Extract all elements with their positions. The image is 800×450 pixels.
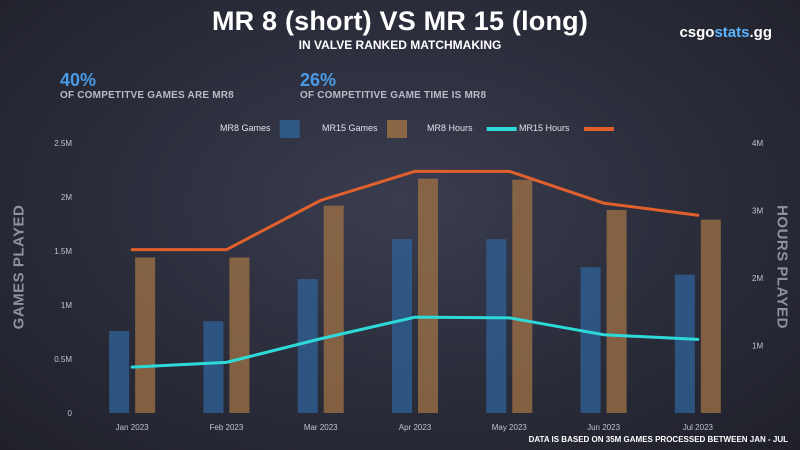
stat-label: OF COMPETITIVE GAME TIME IS MR8 [300,90,487,101]
x-tick-label: Jul 2023 [683,423,714,432]
stat-value: 40% [60,70,97,90]
legend-label: MR8 Games [220,123,271,133]
bar-mr8-games [392,239,412,413]
y-tick-label: 1.5M [54,247,72,256]
bar-mr15-games [700,219,721,413]
bar-mr15-games [323,205,344,413]
chart-subtitle: IN VALVE RANKED MATCHMAKING [298,38,502,52]
legend-label: MR15 Games [322,123,378,133]
legend-swatch [584,127,614,131]
legend-swatch [279,120,300,138]
y-tick-label: 2.5M [54,139,72,148]
legend-label: MR8 Hours [427,123,473,133]
bar-mr15-games [418,178,438,413]
brand-suffix: .gg [749,24,773,41]
y-tick-label: 0 [68,409,73,418]
bar-mr15-games [512,179,533,413]
footnote: DATA IS BASED ON 35M GAMES PROCESSED BET… [528,435,788,444]
bar-mr8-games [486,239,507,413]
bar-mr8-games [674,274,695,413]
legend-label: MR15 Hours [519,123,570,133]
stat-mr8-time: 26% OF COMPETITIVE GAME TIME IS MR8 [300,70,486,101]
line-mr8-hours [130,315,700,369]
x-tick-label: Jan 2023 [116,423,149,432]
stat-mr8-games: 40% OF COMPETITVE GAMES ARE MR8 [60,70,234,101]
x-tick-label: May 2023 [492,423,528,432]
x-tick-label: Jun 2023 [587,423,620,432]
x-tick-label: Mar 2023 [304,423,338,432]
y2-tick-label: 3M [752,207,763,216]
brand-logo[interactable]: csgostats.gg [679,24,772,41]
bar-mr8-games [297,279,318,413]
chart-title: MR 8 (short) VS MR 15 (long) [211,6,589,36]
brand-prefix: csgo [679,24,715,41]
bar-mr15-games [229,257,250,413]
stat-value: 26% [300,70,337,90]
legend-swatch [486,127,517,131]
x-tick-label: Feb 2023 [210,423,244,432]
y2-tick-label: 2M [752,274,763,283]
y-tick-label: 2M [61,193,72,202]
y2-tick-label: 1M [752,342,763,351]
brand-accent: stats [714,24,750,41]
stat-label: OF COMPETITVE GAMES ARE MR8 [60,90,234,101]
bar-mr15-games [135,257,156,413]
bar-mr8-games [203,321,224,413]
y-tick-label: 0.5M [54,355,72,364]
y-tick-label: 1M [61,301,72,310]
line-mr15-hours [130,169,700,252]
y2-tick-label: 4M [752,139,763,148]
bar-mr15-games [606,209,627,413]
bar-mr8-games [580,267,601,413]
legend-swatch [387,120,407,138]
x-tick-label: Apr 2023 [399,423,432,432]
bar-mr8-games [109,330,130,413]
